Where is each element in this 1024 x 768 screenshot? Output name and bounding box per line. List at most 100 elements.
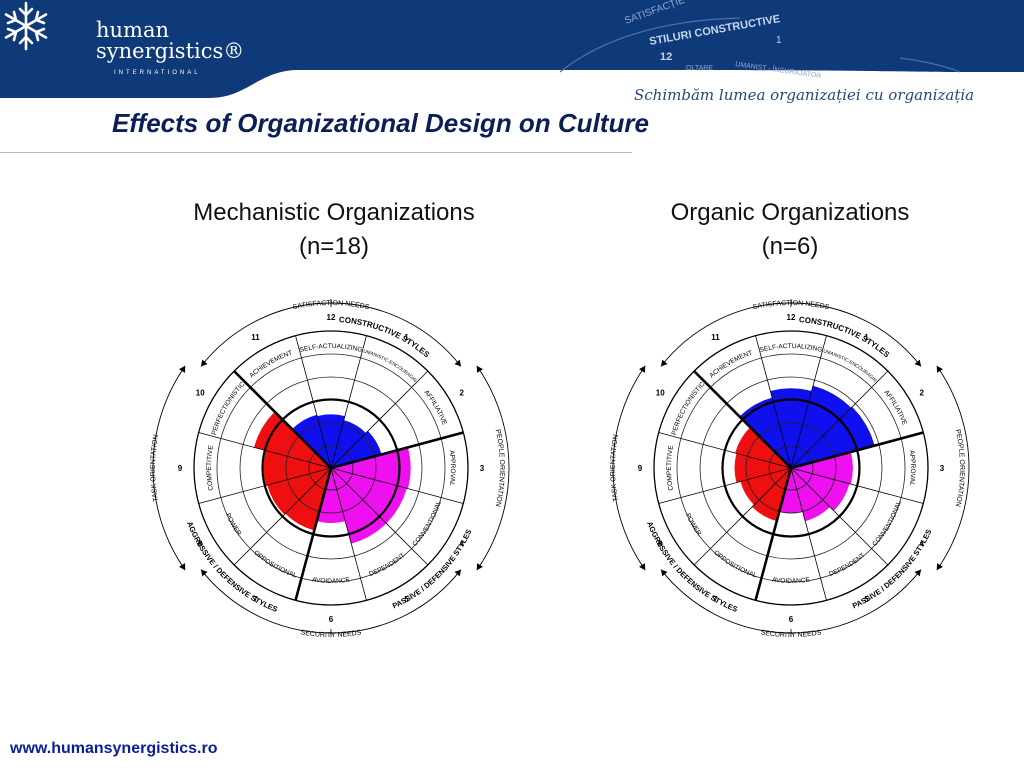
security-needs-bracket-arrowhead: [454, 569, 462, 577]
logo-line-human: human: [96, 18, 170, 42]
logo-line-synergistics: synergistics®: [96, 39, 245, 63]
organic-chart-title: Organic Organizations (n=6): [610, 196, 970, 264]
security-needs-bracket-arrowhead: [660, 569, 668, 577]
style-label-avoidance: AVOIDANCE: [312, 576, 351, 585]
people-orientation-bracket: [936, 365, 970, 571]
style-divider: [295, 335, 332, 469]
style-divider: [693, 467, 792, 566]
style-number-9: 9: [178, 464, 183, 473]
footer-website-link[interactable]: www.humansynergistics.ro: [10, 740, 218, 757]
task-orientation-label: TASK ORIENTATION: [610, 434, 620, 502]
style-divider: [330, 467, 429, 566]
cluster-divider: [790, 431, 924, 470]
style-divider: [330, 467, 464, 504]
style-label-approval: APPROVAL: [908, 450, 916, 487]
cluster-divider: [693, 370, 792, 469]
fiftieth-percentile-ring: [261, 398, 401, 538]
task-orientation-bracket-arrowhead: [179, 365, 186, 373]
task-orientation-bracket-arrowhead: [639, 365, 646, 373]
logo-subtext: INTERNATIONAL: [114, 70, 201, 76]
satisfaction-needs-bracket-arrowhead: [914, 359, 922, 367]
people-orientation-label: PEOPLE ORIENTATION: [494, 429, 505, 507]
style-number-11: 11: [251, 333, 260, 342]
style-number-6: 6: [329, 615, 334, 624]
backdrop-oltare: OLTARE: [686, 65, 713, 72]
fiftieth-percentile-ring: [721, 398, 861, 538]
people-orientation-bracket-arrowhead: [476, 365, 483, 373]
style-label-self-actualizing: SELF-ACTUALIZING: [299, 343, 363, 354]
organic-circumplex: SELF-ACTUALIZINGHUMANISTIC-ENCOURAGINGAF…: [596, 272, 970, 639]
snowflake-logo-icon: [4, 1, 48, 51]
style-number-5: 5: [864, 595, 869, 604]
tagline: Schimbăm lumea organizației cu organizaț…: [634, 86, 975, 104]
style-number-11: 11: [711, 333, 720, 342]
people-orientation-bracket: [476, 365, 510, 571]
organic-title-line1: Organic Organizations: [670, 199, 910, 226]
style-divider: [755, 335, 792, 469]
percentile-ring-1: [768, 445, 814, 491]
style-number-8: 8: [658, 540, 663, 549]
task-orientation-bracket: [612, 365, 646, 571]
style-divider: [198, 467, 332, 504]
percentile-ring-5: [216, 353, 446, 583]
cluster-divider: [330, 431, 464, 470]
people-orientation-bracket-arrowhead: [476, 563, 483, 571]
satisfaction-needs-bracket-arrowhead: [660, 359, 668, 367]
style-number-3: 3: [940, 464, 945, 473]
percentile-ring-4: [699, 376, 883, 560]
style-label-avoidance: AVOIDANCE: [772, 576, 811, 585]
backdrop-1: 1: [776, 35, 782, 46]
style-number-7: 7: [713, 595, 718, 604]
cluster-divider: [233, 370, 332, 469]
cluster-divider: [754, 467, 793, 601]
task-orientation-bracket-arrowhead: [639, 563, 646, 571]
mechanistic-title-line2: (n=18): [298, 233, 370, 260]
style-label-competitive: COMPETITIVE: [206, 444, 215, 491]
percentile-ring-1: [308, 445, 354, 491]
security-needs-bracket-arrowhead: [200, 569, 208, 577]
slide-title: Effects of Organizational Design on Cult…: [112, 108, 649, 138]
style-divider: [330, 370, 429, 469]
task-orientation-label: TASK ORIENTATION: [150, 434, 160, 502]
style-number-7: 7: [253, 595, 258, 604]
people-orientation-label: PEOPLE ORIENTATION: [954, 429, 965, 507]
organic-title-line2: (n=6): [761, 233, 819, 260]
satisfaction-needs-bracket-arrowhead: [454, 359, 462, 367]
percentile-ring-5: [676, 353, 906, 583]
style-divider: [790, 467, 827, 601]
satisfaction-needs-bracket-arrowhead: [200, 359, 208, 367]
style-divider: [790, 370, 889, 469]
logo-wordmark: human synergistics®: [96, 20, 244, 62]
style-number-4: 4: [460, 540, 465, 549]
percentile-ring-2: [745, 422, 837, 514]
style-number-5: 5: [404, 595, 409, 604]
style-divider: [330, 467, 367, 601]
style-number-2: 2: [460, 389, 465, 398]
backdrop-12: 12: [660, 51, 672, 63]
style-divider: [658, 467, 792, 504]
style-number-6: 6: [789, 615, 794, 624]
task-orientation-bracket-arrowhead: [179, 563, 186, 571]
style-number-10: 10: [656, 389, 665, 398]
style-divider: [790, 467, 924, 504]
header-band: SATISFACȚIE STILURI CONSTRUCTIVE 12 1 UM…: [0, 0, 1024, 102]
style-divider: [790, 467, 889, 566]
style-number-3: 3: [480, 464, 485, 473]
style-divider: [330, 335, 367, 469]
style-divider: [658, 432, 792, 469]
style-number-10: 10: [196, 389, 205, 398]
style-number-2: 2: [920, 389, 925, 398]
style-label-competitive: COMPETITIVE: [666, 444, 675, 491]
percentile-ring-2: [285, 422, 377, 514]
style-number-12: 12: [327, 313, 336, 322]
percentile-ring-4: [239, 376, 423, 560]
mechanistic-chart-title: Mechanistic Organizations (n=18): [154, 196, 514, 264]
style-label-self-actualizing: SELF-ACTUALIZING: [759, 343, 823, 354]
style-divider: [198, 432, 332, 469]
style-number-1: 1: [404, 333, 409, 342]
security-needs-bracket-arrowhead: [914, 569, 922, 577]
style-label-approval: APPROVAL: [448, 450, 456, 487]
style-number-4: 4: [920, 540, 925, 549]
style-divider: [233, 467, 332, 566]
people-orientation-bracket-arrowhead: [936, 563, 943, 571]
